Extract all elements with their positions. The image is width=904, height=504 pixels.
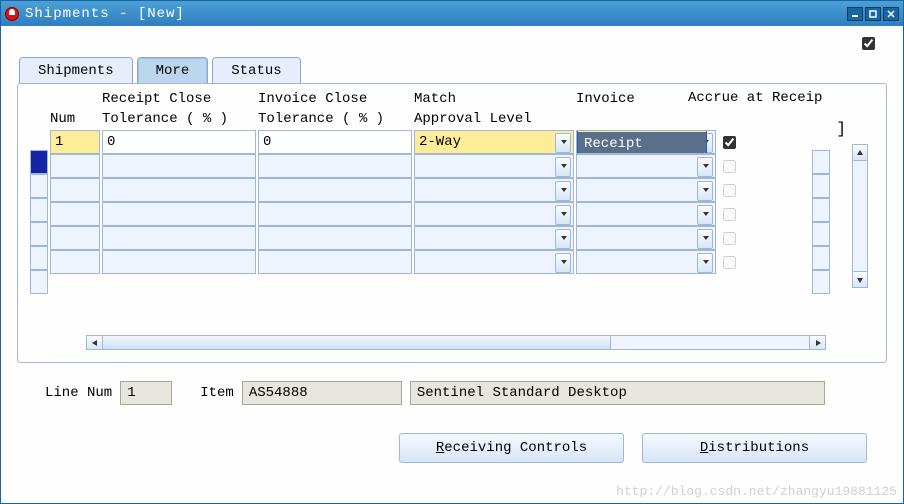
- watermark: http://blog.csdn.net/zhangyu19881125: [616, 484, 897, 499]
- header-invoice-tolerance-2: Tolerance ( % ): [258, 110, 412, 130]
- num-field[interactable]: [50, 178, 100, 202]
- invoice-tolerance-field[interactable]: [258, 154, 412, 178]
- btn-text: istributions: [708, 440, 809, 456]
- overflow-cell[interactable]: [812, 150, 830, 174]
- line-num-label: Line Num: [45, 385, 112, 401]
- invoice-match-option-picklist[interactable]: [576, 154, 716, 178]
- accrue-at-receipt-checkbox[interactable]: [723, 184, 736, 197]
- receiving-controls-button[interactable]: Receiving Controls: [399, 433, 624, 463]
- match-level-picklist[interactable]: [414, 250, 574, 274]
- header-match-level-2: Approval Level: [414, 110, 574, 130]
- window-controls: [847, 7, 899, 21]
- oracle-icon: [5, 7, 19, 21]
- accrue-at-receipt-checkbox[interactable]: [723, 160, 736, 173]
- btn-text: eceiving Controls: [444, 440, 587, 456]
- num-field[interactable]: 1: [50, 130, 100, 154]
- invoice-option-receipt[interactable]: Receipt: [578, 132, 706, 154]
- tabstrip: Shipments More Status: [19, 56, 887, 83]
- invoice-match-option-picklist[interactable]: PO Receipt: [576, 130, 716, 154]
- item-field[interactable]: AS54888: [242, 381, 402, 405]
- header-num: Num: [50, 110, 100, 130]
- num-field[interactable]: [50, 226, 100, 250]
- maximize-button[interactable]: [865, 7, 881, 21]
- window-content: Shipments More Status Accrue at Receip ]: [1, 26, 903, 503]
- scroll-right-icon[interactable]: [809, 336, 825, 349]
- shipments-grid: Num 1 Receipt Close Tolerance ( % ) 0: [30, 94, 874, 294]
- titlebar: Shipments - [New]: [1, 1, 903, 26]
- invoice-tolerance-field[interactable]: [258, 178, 412, 202]
- match-level-picklist[interactable]: [414, 178, 574, 202]
- receipt-tolerance-field[interactable]: [102, 178, 256, 202]
- match-level-picklist[interactable]: [414, 226, 574, 250]
- distributions-button[interactable]: Distributions: [642, 433, 867, 463]
- invoice-match-option-picklist[interactable]: [576, 178, 716, 202]
- overflow-cell[interactable]: [812, 246, 830, 270]
- receipt-tolerance-field[interactable]: [102, 226, 256, 250]
- btn-mnemonic: D: [700, 440, 708, 456]
- shipments-window: Shipments - [New] Shipments More Status …: [0, 0, 904, 504]
- form-checkbox-top[interactable]: [862, 37, 875, 50]
- header-invoice-tolerance: Invoice Close: [258, 90, 412, 110]
- accrue-at-receipt-checkbox[interactable]: [723, 208, 736, 221]
- invoice-tolerance-field[interactable]: [258, 250, 412, 274]
- overflow-cell[interactable]: [812, 222, 830, 246]
- match-level-picklist[interactable]: 2-Way: [414, 130, 574, 154]
- row-selector-column: [30, 150, 48, 294]
- num-field[interactable]: [50, 202, 100, 226]
- receipt-tolerance-field[interactable]: [102, 202, 256, 226]
- window-title: Shipments - [New]: [25, 6, 847, 22]
- scroll-thumb[interactable]: [103, 336, 611, 349]
- scroll-left-icon[interactable]: [87, 336, 103, 349]
- receipt-tolerance-field[interactable]: 0: [102, 130, 256, 154]
- item-label: Item: [200, 385, 234, 401]
- num-field[interactable]: [50, 250, 100, 274]
- overflow-cell[interactable]: [812, 270, 830, 294]
- overflow-cell[interactable]: [812, 174, 830, 198]
- minimize-button[interactable]: [847, 7, 863, 21]
- row-selector[interactable]: [30, 246, 48, 270]
- detail-row: Line Num 1 Item AS54888 Sentinel Standar…: [17, 363, 887, 405]
- accrue-at-receipt-checkbox[interactable]: [723, 136, 736, 149]
- overflow-cell[interactable]: [812, 198, 830, 222]
- invoice-match-option-picklist[interactable]: [576, 202, 716, 226]
- invoice-tolerance-field[interactable]: 0: [258, 130, 412, 154]
- row-selector[interactable]: [30, 150, 48, 174]
- scroll-track[interactable]: [103, 336, 809, 349]
- accrue-at-receipt-checkbox[interactable]: [723, 232, 736, 245]
- header-receipt-tolerance: Receipt Close: [102, 90, 256, 110]
- button-row: Receiving Controls Distributions: [17, 405, 887, 463]
- header-receipt-tolerance-2: Tolerance ( % ): [102, 110, 256, 130]
- header-bracket: ]: [836, 120, 846, 138]
- vertical-scrollbar[interactable]: [852, 144, 868, 288]
- tab-shipments[interactable]: Shipments: [19, 57, 133, 84]
- scroll-up-icon[interactable]: [853, 145, 867, 161]
- row-selector[interactable]: [30, 198, 48, 222]
- btn-mnemonic: R: [436, 440, 444, 456]
- row-selector[interactable]: [30, 270, 48, 294]
- tab-more[interactable]: More: [137, 57, 209, 84]
- receipt-tolerance-field[interactable]: [102, 250, 256, 274]
- accrue-at-receipt-checkbox[interactable]: [723, 256, 736, 269]
- invoice-tolerance-field[interactable]: [258, 226, 412, 250]
- num-field[interactable]: [50, 154, 100, 178]
- invoice-dropdown-menu: PO Receipt: [577, 130, 707, 154]
- header-accrue-at-receipt: Accrue at Receip: [688, 90, 822, 106]
- match-level-picklist[interactable]: [414, 154, 574, 178]
- invoice-tolerance-field[interactable]: [258, 202, 412, 226]
- invoice-match-option-picklist[interactable]: [576, 226, 716, 250]
- horizontal-scrollbar[interactable]: [86, 335, 826, 350]
- scroll-down-icon[interactable]: [853, 271, 867, 287]
- invoice-match-option-picklist[interactable]: [576, 250, 716, 274]
- receipt-tolerance-field[interactable]: [102, 154, 256, 178]
- more-tab-panel: Accrue at Receip ] Num 1: [17, 83, 887, 363]
- tab-status[interactable]: Status: [212, 57, 300, 84]
- header-match-level: Match: [414, 90, 574, 110]
- row-selector[interactable]: [30, 222, 48, 246]
- item-description-field[interactable]: Sentinel Standard Desktop: [410, 381, 825, 405]
- overflow-column: [812, 150, 830, 294]
- row-selector[interactable]: [30, 174, 48, 198]
- line-num-field[interactable]: 1: [120, 381, 172, 405]
- close-button[interactable]: [883, 7, 899, 21]
- match-level-picklist[interactable]: [414, 202, 574, 226]
